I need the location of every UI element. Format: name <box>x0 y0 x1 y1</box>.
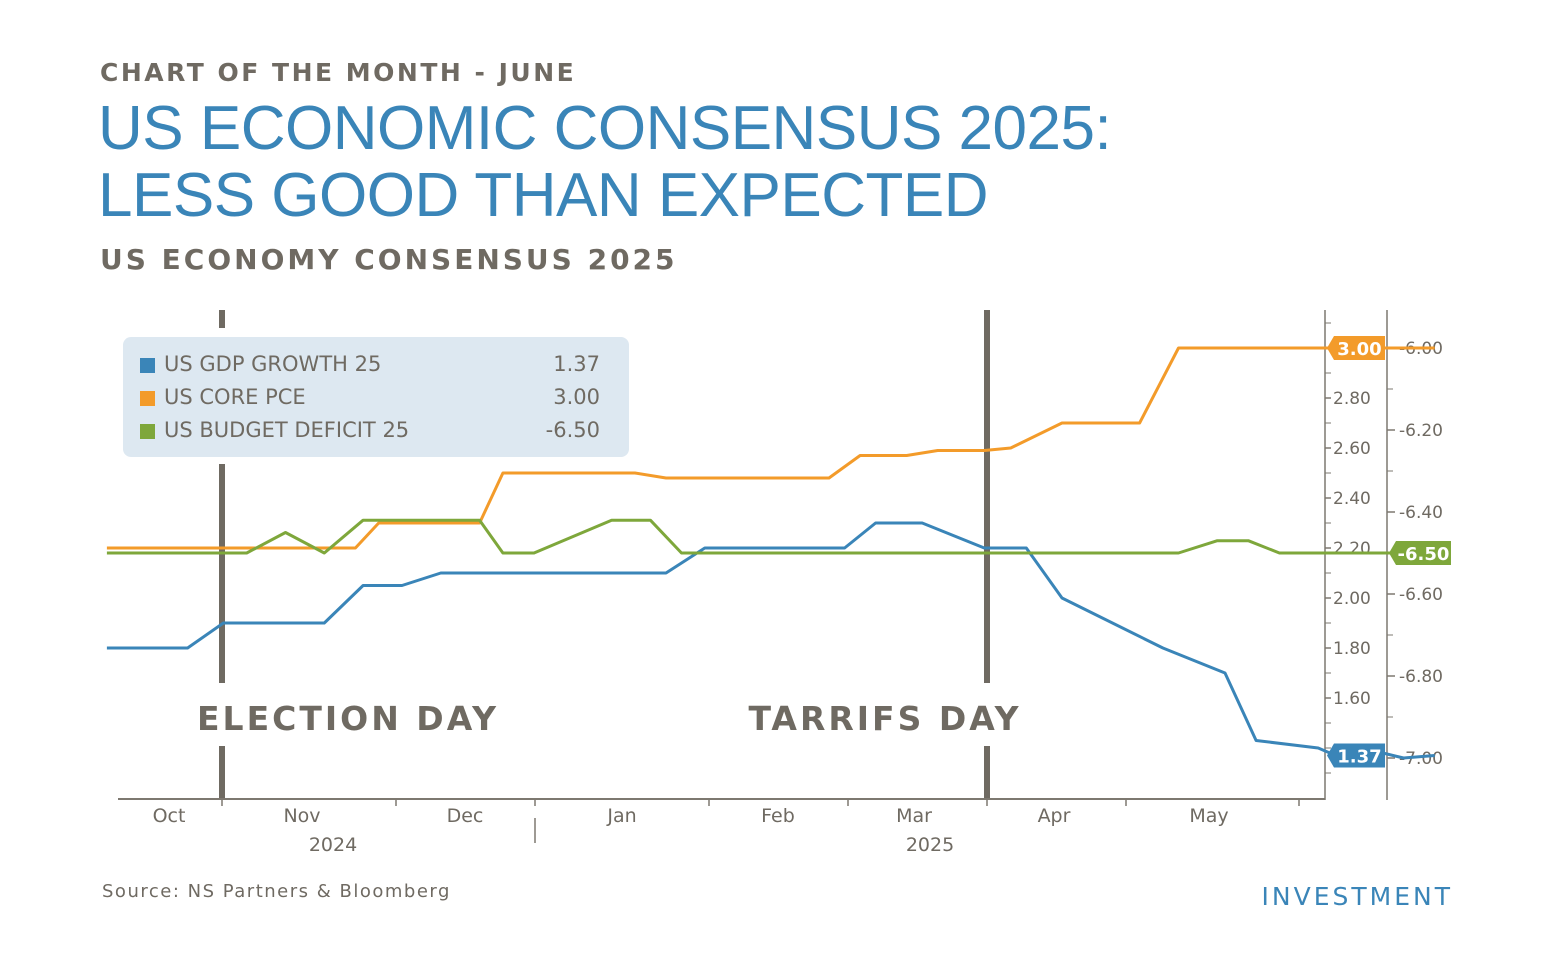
y-left-tick-label: 1.80 <box>1333 639 1371 659</box>
legend-item-deficit: US BUDGET DEFICIT 25 -6.50 <box>140 416 610 446</box>
end-label-box <box>1389 541 1451 565</box>
headline-line-1: US ECONOMIC CONSENSUS 2025: <box>98 94 1112 163</box>
brand-logo-text: INVESTMENT <box>1261 882 1453 911</box>
chart-kicker: CHART OF THE MONTH - JUNE <box>100 58 577 87</box>
event-markers: ELECTION DAY TARRIFS DAY <box>197 310 1021 800</box>
legend-label-deficit: US BUDGET DEFICIT 25 <box>164 418 410 442</box>
legend-value-deficit: -6.50 <box>545 418 600 442</box>
legend-swatch-deficit <box>140 424 155 439</box>
legend-item-gdp: US GDP GROWTH 25 1.37 <box>140 350 610 380</box>
y-left-tick-label: 1.60 <box>1333 689 1371 709</box>
x-tick-label: Apr <box>1038 805 1071 827</box>
x-tick-label: Feb <box>761 805 795 827</box>
y-left-tick-label: 2.60 <box>1333 439 1371 459</box>
legend-item-pce: US CORE PCE 3.00 <box>140 383 610 413</box>
source-note: Source: NS Partners & Bloomberg <box>102 881 451 902</box>
legend-value-gdp: 1.37 <box>553 352 600 376</box>
axes: Oct Nov Dec Jan Feb Mar Apr May 2024 2025 1.60 1.80… <box>118 310 1443 856</box>
x-tick-label: Nov <box>283 805 320 827</box>
y-left-tick-label: 2.40 <box>1333 489 1371 509</box>
chart-headline: US ECONOMIC CONSENSUS 2025: LESS GOOD TH… <box>98 94 1112 230</box>
legend-swatch-pce <box>140 391 155 406</box>
end-label-box <box>1327 743 1385 768</box>
y-left-tick-label: 2.00 <box>1333 589 1371 609</box>
event-label: ELECTION DAY <box>197 699 499 738</box>
legend: US GDP GROWTH 25 1.37 US CORE PCE 3.00 U… <box>123 337 629 457</box>
event-label: TARRIFS DAY <box>748 699 1021 738</box>
series-line-0 <box>106 521 1435 760</box>
y-right-tick-label: -6.60 <box>1399 585 1443 605</box>
series-line-2 <box>106 518 1435 555</box>
x-year-label: 2024 <box>309 834 357 856</box>
legend-value-pce: 3.00 <box>553 385 600 409</box>
legend-label-gdp: US GDP GROWTH 25 <box>164 352 382 376</box>
end-label-text: 1.37 <box>1337 747 1381 768</box>
end-labels: 1.37 3.00 -6.50 <box>1327 336 1451 768</box>
legend-label-pce: US CORE PCE <box>164 385 306 409</box>
headline-line-2: LESS GOOD THAN EXPECTED <box>98 161 989 230</box>
y-right-tick-label: -6.80 <box>1399 667 1443 687</box>
y-right-tick-label: -7.00 <box>1399 749 1443 769</box>
legend-swatch-gdp <box>140 358 155 373</box>
series-line-1 <box>106 346 1435 550</box>
x-tick-label: May <box>1189 805 1228 827</box>
chart-subtitle: US ECONOMY CONSENSUS 2025 <box>100 243 678 276</box>
x-tick-label: Jan <box>606 805 636 827</box>
x-year-label: 2025 <box>906 834 954 856</box>
x-tick-label: Mar <box>896 805 932 827</box>
y-left-tick-label: 2.80 <box>1333 389 1371 409</box>
series-lines <box>106 346 1435 760</box>
end-label-text: 3.00 <box>1337 339 1381 360</box>
y-right-tick-label: -6.40 <box>1399 503 1443 523</box>
x-tick-label: Oct <box>153 805 186 827</box>
x-tick-label: Dec <box>447 805 484 827</box>
end-label-text: -6.50 <box>1398 544 1450 565</box>
y-left-tick-label: 2.20 <box>1333 539 1371 559</box>
y-right-tick-label: -6.20 <box>1399 421 1443 441</box>
end-label-box <box>1327 336 1385 360</box>
